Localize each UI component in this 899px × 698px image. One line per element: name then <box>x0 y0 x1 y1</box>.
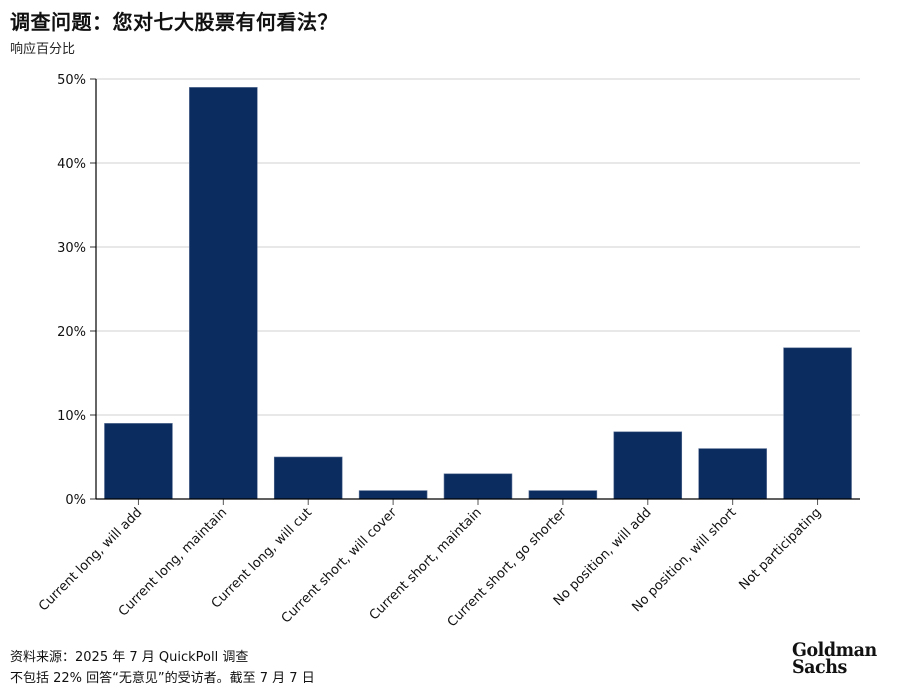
x-tick-label: No position, will add <box>551 505 655 609</box>
chart-subtitle: 响应百分比 <box>10 42 76 57</box>
source-note: 资料来源：2025 年 7 月 QuickPoll 调查 <box>10 650 249 665</box>
bar <box>104 423 173 500</box>
bar <box>698 448 767 500</box>
x-tick-label: Not participating <box>736 505 824 593</box>
bar <box>443 473 513 500</box>
bars <box>104 87 852 500</box>
bar <box>358 490 428 500</box>
goldman-sachs-logo: Goldman Sachs <box>792 639 877 678</box>
y-tick-label: 10% <box>57 409 86 424</box>
bar-chart: 0% 10% 20% 30% 40% 50% Current long, will add… <box>36 73 860 630</box>
bar <box>783 347 852 500</box>
y-tick-label: 40% <box>57 157 86 172</box>
logo-line-2: Sachs <box>792 656 847 678</box>
logo-line-1: Goldman <box>792 639 877 661</box>
y-tick-label: 20% <box>57 325 86 340</box>
y-tick-label: 30% <box>57 241 86 256</box>
bar <box>613 431 683 500</box>
bar <box>189 87 258 500</box>
y-axis: 0% 10% 20% 30% 40% 50% <box>57 73 97 508</box>
y-tick-label: 50% <box>57 73 86 88</box>
bar <box>273 456 343 500</box>
bar <box>528 490 598 500</box>
chart-title: 调查问题：您对七大股票有何看法？ <box>10 10 338 34</box>
exclusion-note: 不包括 22% 回答“无意见”的受访者。截至 7 月 7 日 <box>10 671 315 686</box>
y-tick-label: 0% <box>65 493 86 508</box>
